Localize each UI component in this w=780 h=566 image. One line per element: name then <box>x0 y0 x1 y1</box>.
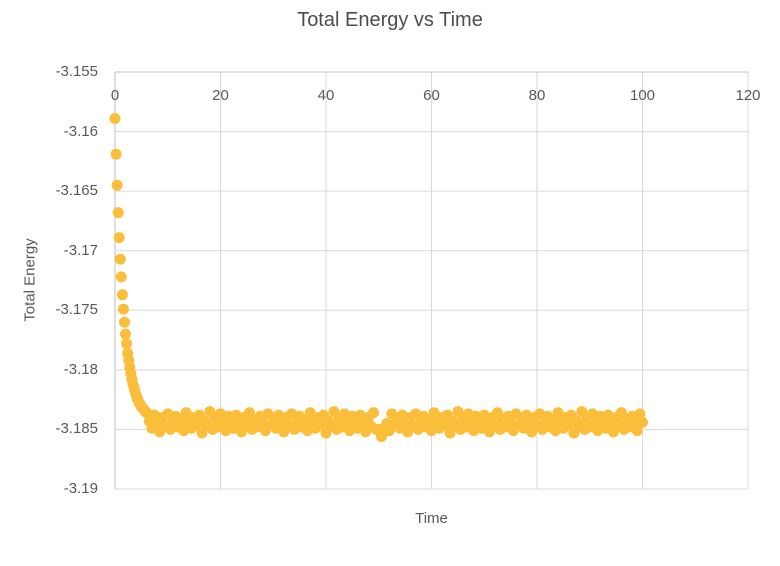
x-tick-label: 60 <box>423 87 440 104</box>
data-point <box>110 148 122 160</box>
chart-title: Total Energy vs Time <box>297 9 483 31</box>
data-point <box>115 271 127 283</box>
data-point <box>631 425 643 437</box>
data-point <box>117 303 129 315</box>
data-point <box>111 179 123 191</box>
data-point <box>180 407 192 419</box>
y-tick-label: -3.175 <box>55 301 98 319</box>
x-axis-title: Time <box>415 510 448 527</box>
x-tick-label: 40 <box>317 87 335 104</box>
x-tick-label: 20 <box>212 87 229 104</box>
data-point <box>552 407 564 419</box>
data-point <box>428 407 440 419</box>
data-point <box>120 328 131 340</box>
data-point <box>112 207 124 219</box>
data-point <box>304 407 316 419</box>
y-tick-label: -3.155 <box>55 63 98 80</box>
data-point <box>634 408 646 420</box>
data-point <box>113 232 125 244</box>
x-tick-label: 100 <box>629 87 656 104</box>
y-tick-label: -3.19 <box>63 480 98 497</box>
x-tick-label: 0 <box>110 87 120 104</box>
y-tick-label: -3.18 <box>63 360 98 378</box>
data-point <box>109 113 121 124</box>
data-point <box>116 289 128 301</box>
y-tick-label: -3.17 <box>63 241 98 259</box>
data-point <box>368 407 379 419</box>
x-tick-label: 80 <box>528 87 546 104</box>
data-point <box>119 316 130 328</box>
x-tick-label: 120 <box>735 87 761 104</box>
data-point <box>637 416 648 428</box>
data-point <box>121 338 133 350</box>
y-tick-label: -3.185 <box>55 420 98 438</box>
y-tick-label: -3.16 <box>63 122 98 140</box>
y-tick-label: -3.165 <box>55 182 98 200</box>
data-point <box>114 253 126 265</box>
